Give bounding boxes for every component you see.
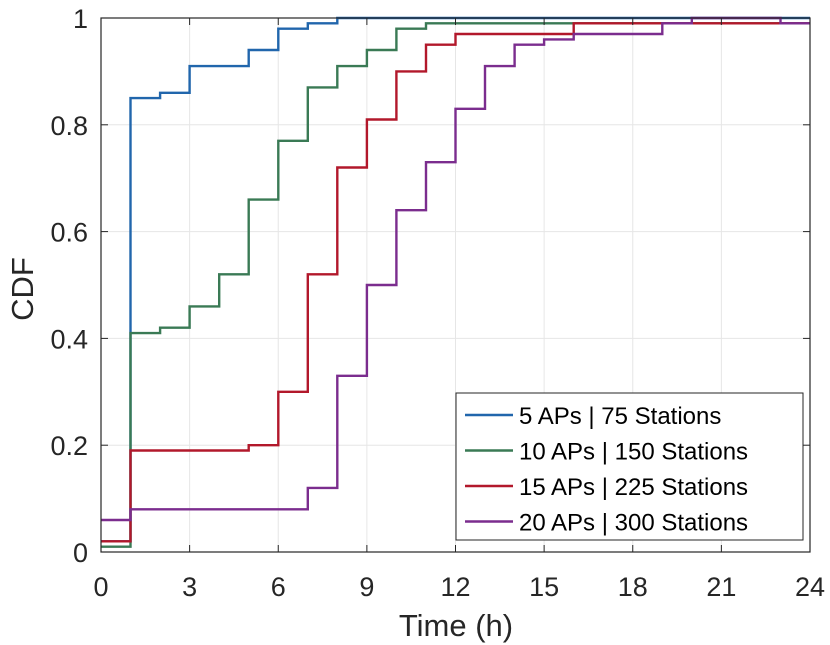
x-tick-label: 12 (440, 572, 470, 602)
series-line-2 (101, 22, 810, 548)
y-tick-label: 0.6 (50, 218, 88, 248)
legend-label-3: 15 APs | 225 Stations (519, 474, 748, 501)
series-line-4 (101, 16, 810, 522)
tick-marks (100, 17, 811, 553)
series-line-3 (101, 22, 810, 543)
y-tick-label: 0.2 (50, 431, 88, 461)
x-tick-label: 21 (706, 572, 736, 602)
x-tick-label: 0 (93, 572, 108, 602)
x-tick-label: 24 (795, 572, 825, 602)
y-tick-label: 0 (73, 538, 88, 568)
legend-label-4: 20 APs | 300 Stations (519, 510, 748, 537)
y-tick-label: 0.8 (50, 111, 88, 141)
x-tick-label: 18 (618, 572, 648, 602)
x-tick-label: 9 (359, 572, 374, 602)
y-tick-labels: 0 0.2 0.4 0.6 0.8 1 (50, 4, 88, 568)
legend-label-2: 10 APs | 150 Stations (519, 439, 748, 466)
x-tick-labels: 0 3 6 9 12 15 18 21 24 (93, 572, 825, 602)
x-tick-label: 3 (182, 572, 197, 602)
series-layer (101, 16, 810, 548)
y-axis-label: CDF (5, 257, 40, 321)
grid (101, 18, 810, 552)
x-tick-label: 6 (271, 572, 286, 602)
legend: 5 APs | 75 Stations 10 APs | 150 Stations… (455, 392, 804, 541)
x-axis-label: Time (h) (399, 608, 513, 643)
legend-label-1: 5 APs | 75 Stations (519, 403, 721, 430)
x-tick-label: 15 (529, 572, 559, 602)
y-tick-label: 1 (73, 4, 88, 34)
y-tick-label: 0.4 (50, 324, 88, 354)
series-line-1 (101, 16, 810, 543)
legend-box (455, 392, 804, 541)
